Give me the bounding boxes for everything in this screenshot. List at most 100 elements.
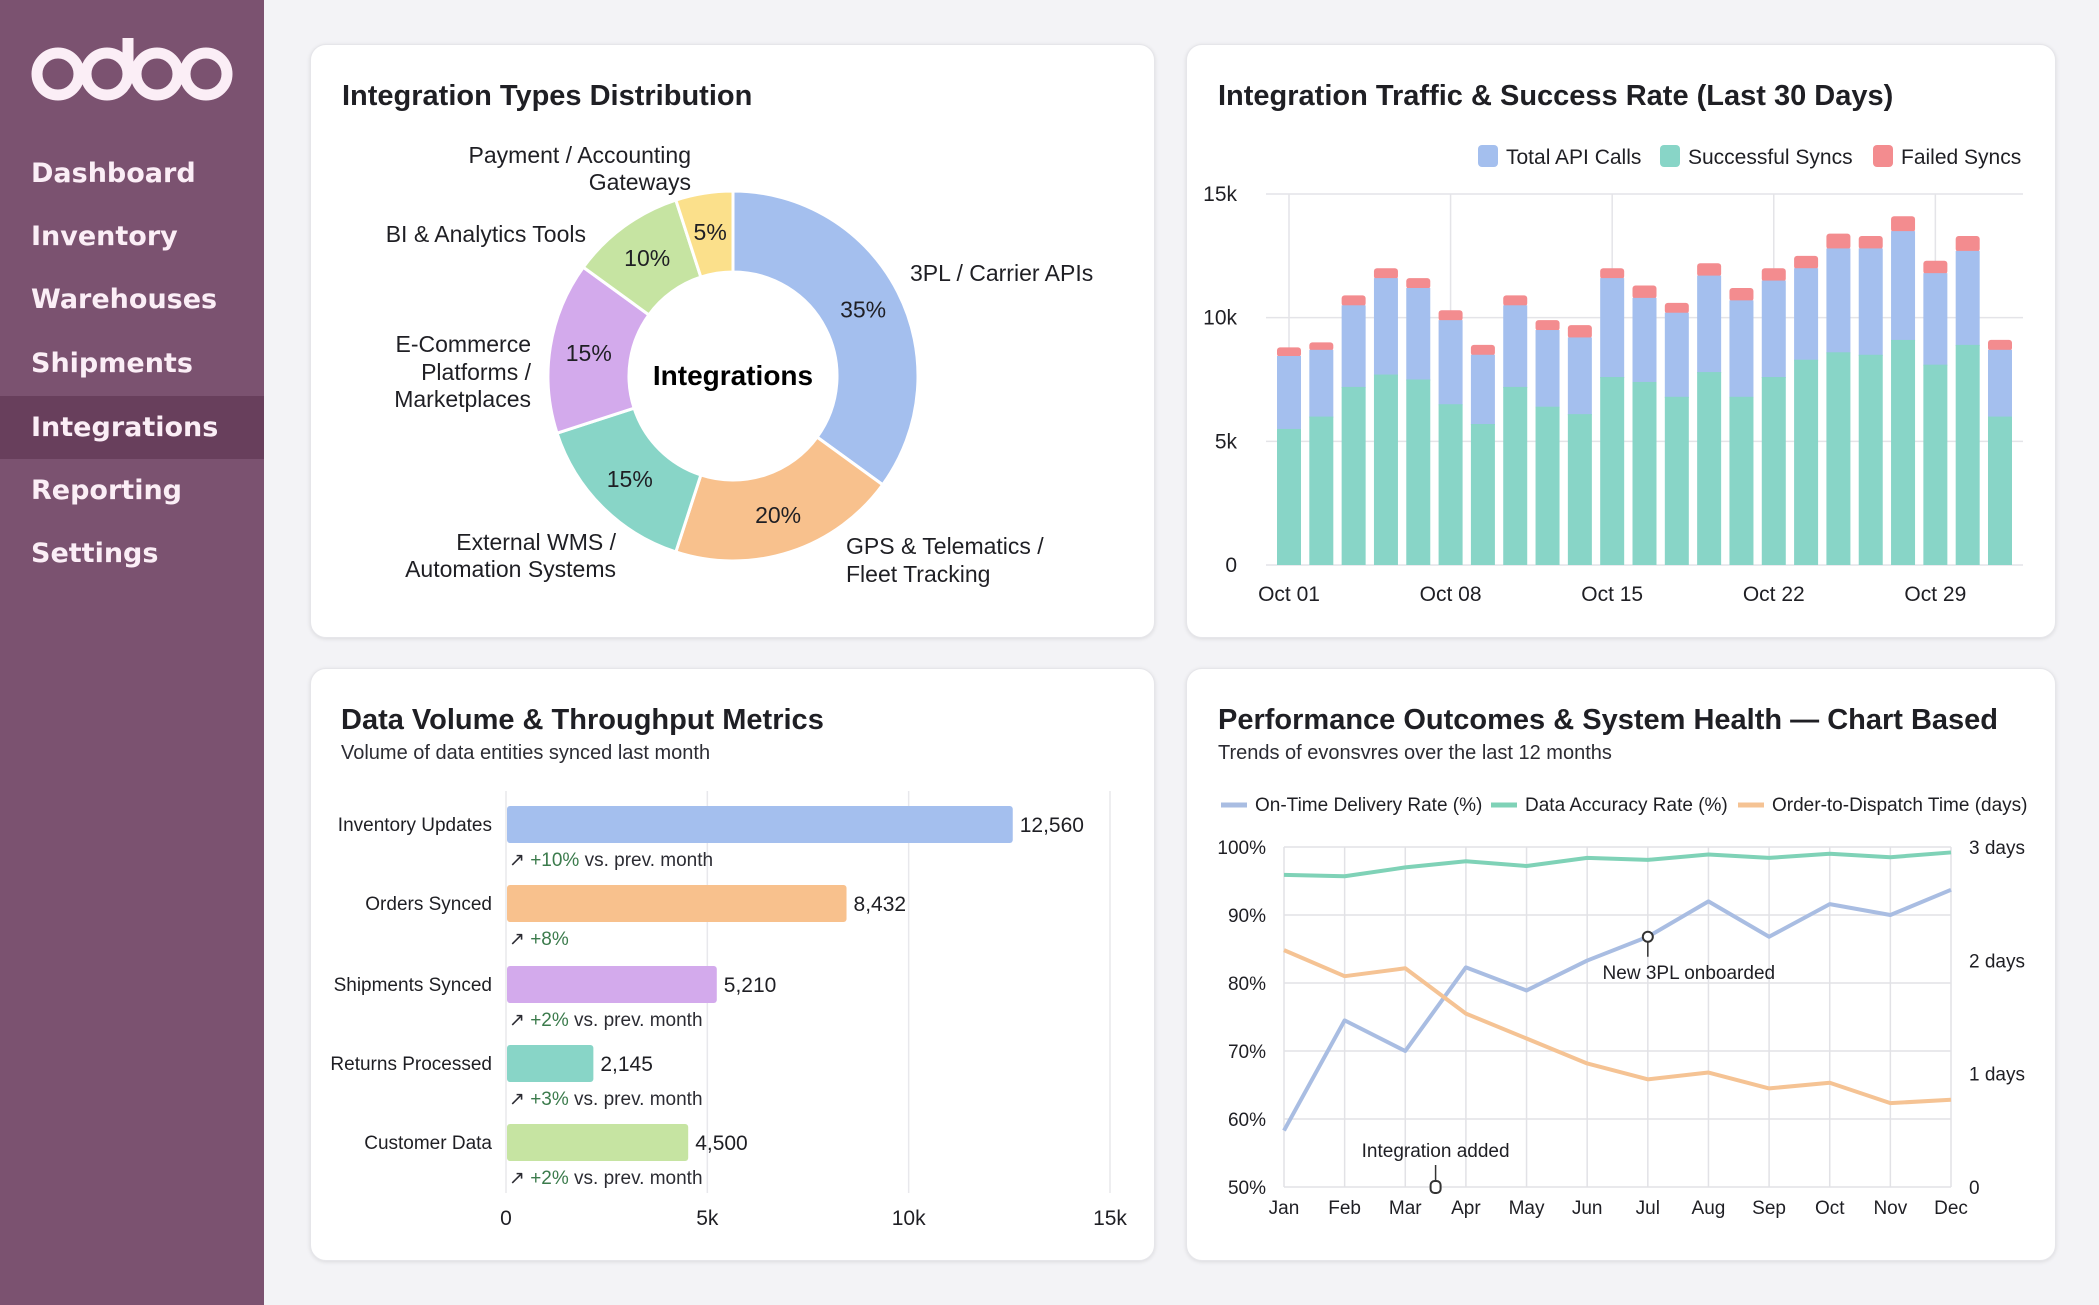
data-volume-card: Data Volume & Throughput Metrics Volume …: [310, 668, 1155, 1261]
x-tick-label: Apr: [1451, 1198, 1481, 1219]
bar-failed-syncs: [1535, 320, 1560, 332]
x-tick-label: Jun: [1572, 1198, 1603, 1219]
sidebar-item-warehouses[interactable]: Warehouses: [31, 284, 218, 315]
bar-total-api-calls: [1600, 278, 1625, 379]
bar-failed-syncs: [1567, 325, 1592, 339]
slice-label-payment-line1: Payment / Accounting: [469, 142, 691, 168]
bar-failed-syncs: [1632, 285, 1657, 299]
bar-total-api-calls: [1988, 349, 2012, 418]
bar-failed-syncs: [1858, 236, 1883, 250]
bar-failed-syncs: [1503, 295, 1528, 307]
x-tick-label: 10k: [892, 1207, 926, 1230]
delta-percent: +10%: [530, 850, 579, 871]
sidebar: Dashboard Inventory Warehouses Shipments…: [0, 0, 264, 1305]
bar-total-api-calls: [1406, 287, 1431, 381]
legend-on-time: On-Time Delivery Rate (%): [1255, 795, 1482, 816]
x-tick-label: 0: [500, 1207, 512, 1230]
y-right-tick-label: 1 days: [1969, 1065, 2025, 1086]
bar-successful-syncs: [1600, 377, 1625, 565]
bar-failed-syncs: [1794, 255, 1819, 270]
legend: On-Time Delivery Rate (%) Data Accuracy …: [1221, 795, 2028, 816]
bar-successful-syncs: [1341, 386, 1366, 565]
delta-suffix: vs. prev. month: [569, 1010, 703, 1031]
bar-successful-syncs: [1406, 379, 1431, 565]
sidebar-item-dashboard[interactable]: Dashboard: [31, 158, 196, 189]
y-right-tick-label: 0: [1969, 1178, 1980, 1199]
bar-failed-syncs: [1729, 287, 1754, 302]
sidebar-item-reporting[interactable]: Reporting: [31, 475, 183, 506]
bar-failed-syncs: [1341, 295, 1366, 307]
traffic-bar-chart: Integration Traffic & Success Rate (Last…: [1203, 80, 2023, 606]
legend-dispatch: Order-to-Dispatch Time (days): [1772, 795, 2028, 816]
slice-percent-label: 15%: [566, 340, 612, 366]
sidebar-item-shipments[interactable]: Shipments: [31, 348, 193, 379]
bar-failed-syncs: [1664, 302, 1689, 314]
delta-percent: +8%: [530, 929, 569, 950]
bar-successful-syncs: [1697, 372, 1722, 565]
bar-total-api-calls: [1438, 320, 1463, 406]
slice-label-ecommerce-line3: Marketplaces: [394, 386, 531, 412]
bar-successful-syncs: [1988, 416, 2012, 565]
integration-traffic-card: Integration Traffic & Success Rate (Last…: [1186, 44, 2056, 638]
legend-swatch-total: [1478, 145, 1498, 167]
slice-label-gps-line2: Fleet Tracking: [846, 561, 990, 587]
y-tick-label: 0: [1225, 554, 1237, 577]
trend-up-icon: ↗: [509, 1010, 530, 1031]
bar-successful-syncs: [1470, 424, 1495, 565]
trend-up-icon: ↗: [509, 1168, 530, 1189]
bar-failed-syncs: [1988, 339, 2012, 351]
delta-suffix: vs. prev. month: [579, 850, 713, 871]
y-left-tick-label: 100%: [1217, 838, 1266, 859]
legend-accuracy: Data Accuracy Rate (%): [1525, 795, 1728, 816]
y-left-tick-label: 50%: [1228, 1178, 1266, 1199]
bar-failed-syncs: [1277, 347, 1301, 358]
bar-value-label: 8,432: [854, 893, 907, 916]
y-left-tick-label: 80%: [1228, 974, 1266, 995]
sidebar-item-inventory[interactable]: Inventory: [31, 221, 178, 252]
bar-total-api-calls: [1826, 248, 1851, 354]
delta-percent: +3%: [530, 1089, 569, 1110]
chart-title: Integration Traffic & Success Rate (Last…: [1218, 80, 1893, 112]
chart-title: Data Volume & Throughput Metrics: [341, 704, 824, 736]
donut-chart: Integration Types Distribution Integrati…: [342, 80, 1093, 587]
series-line: [1283, 850, 1952, 879]
sidebar-item-settings[interactable]: Settings: [31, 538, 159, 569]
bar-successful-syncs: [1277, 428, 1301, 565]
bar-successful-syncs: [1664, 396, 1689, 565]
x-tick-label: Nov: [1873, 1198, 1907, 1219]
slice-percent-label: 15%: [607, 466, 653, 492]
bar-total-api-calls: [1955, 250, 1980, 346]
annotation-marker: [1429, 1180, 1442, 1194]
bar-total-api-calls: [1341, 305, 1366, 388]
bar-category-label: Customer Data: [364, 1133, 492, 1154]
trend-up-icon: ↗: [509, 850, 530, 871]
bar-total-api-calls: [1891, 231, 1916, 341]
bar-successful-syncs: [1438, 404, 1463, 565]
bar-successful-syncs: [1923, 364, 1948, 565]
x-tick-label: Feb: [1328, 1198, 1361, 1219]
bar-total-api-calls: [1373, 278, 1398, 376]
bar-failed-syncs: [1406, 278, 1431, 289]
bar: [507, 1045, 594, 1082]
bar-value-label: 4,500: [695, 1132, 748, 1155]
legend-total-api-calls: Total API Calls: [1506, 146, 1641, 169]
bar-value-label: 2,145: [600, 1053, 653, 1076]
bar-total-api-calls: [1761, 280, 1786, 379]
bar-value-label: 12,560: [1020, 814, 1084, 837]
performance-card: Performance Outcomes & System Health — C…: [1186, 668, 2056, 1261]
y-tick-label: 10k: [1203, 307, 1237, 330]
bar-failed-syncs: [1761, 268, 1786, 282]
volume-bar-chart: Data Volume & Throughput Metrics Volume …: [330, 704, 1127, 1230]
odoo-logo[interactable]: [30, 30, 235, 110]
slice-label-gps-line1: GPS & Telematics /: [846, 533, 1044, 559]
chart-title: Performance Outcomes & System Health — C…: [1218, 704, 1998, 736]
bar-successful-syncs: [1567, 414, 1592, 565]
slice-percent-label: 20%: [755, 502, 801, 528]
slice-percent-label: 10%: [624, 245, 670, 271]
donut-slice: [673, 189, 735, 279]
bar-category-label: Shipments Synced: [334, 975, 492, 996]
y-left-tick-label: 60%: [1228, 1110, 1266, 1131]
sidebar-item-integrations[interactable]: Integrations: [0, 396, 264, 459]
bar-failed-syncs: [1309, 342, 1334, 351]
bar-successful-syncs: [1794, 359, 1819, 565]
